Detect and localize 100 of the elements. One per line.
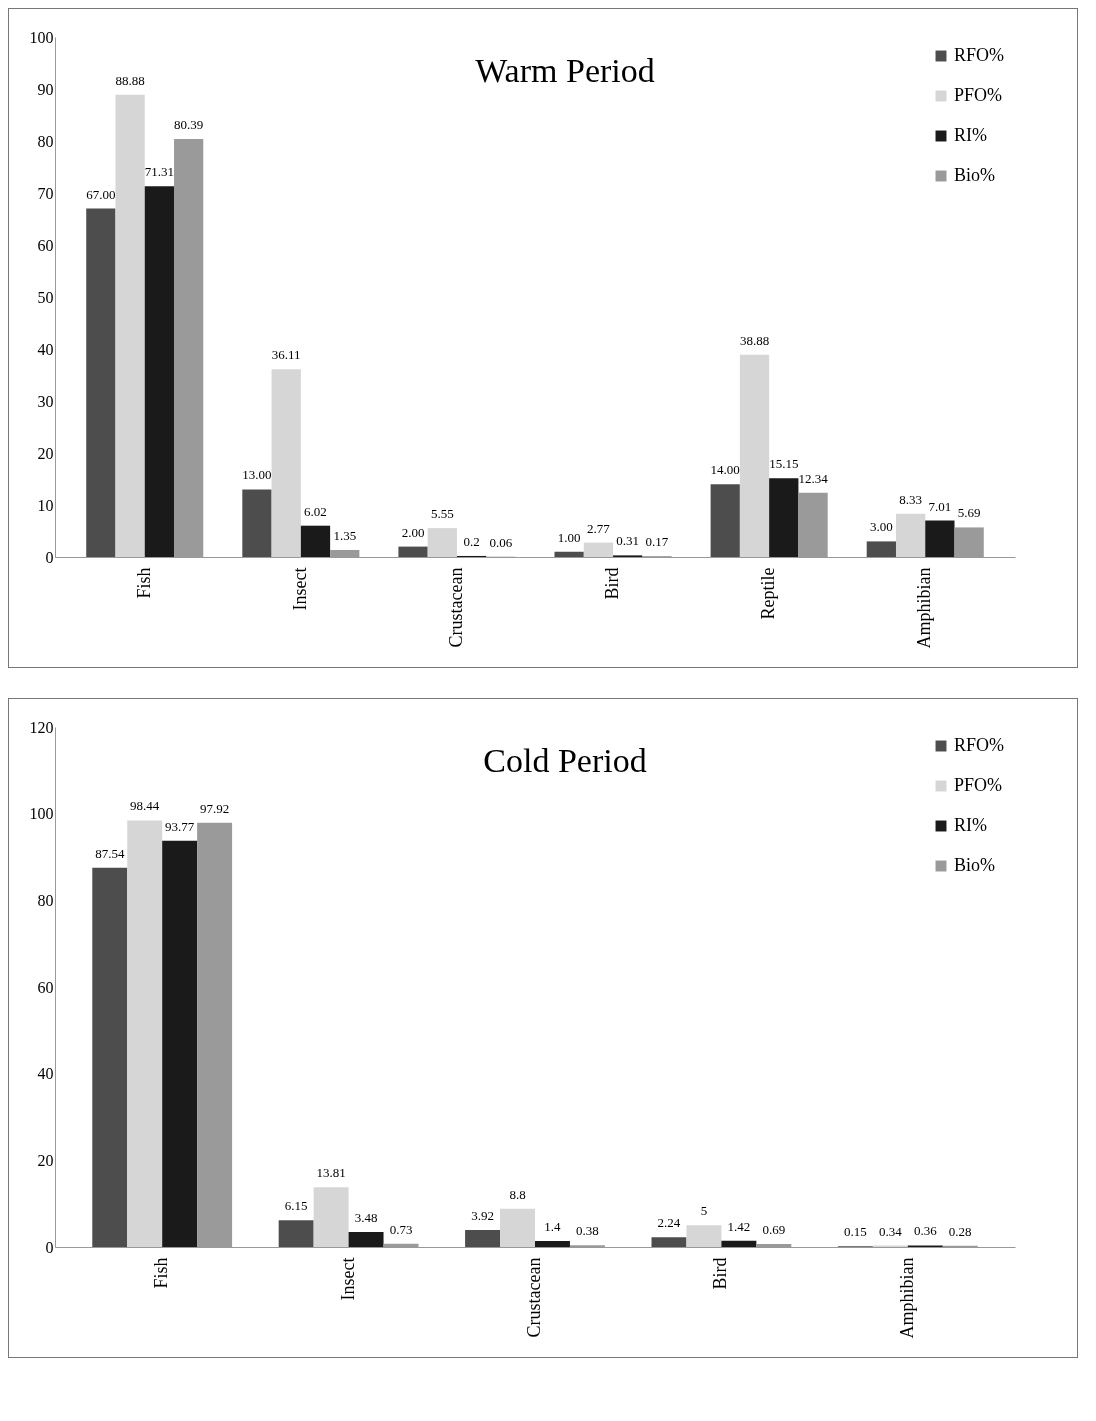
legend-label: PFO% xyxy=(954,85,1003,105)
data-label: 6.02 xyxy=(304,503,327,519)
data-label: 71.31 xyxy=(144,164,175,180)
data-label: 3.48 xyxy=(354,1209,378,1225)
data-label: 0.73 xyxy=(389,1221,413,1237)
x-tick-label: Crustacean xyxy=(445,567,466,648)
legend-label: RFO% xyxy=(954,45,1005,65)
bar xyxy=(271,369,301,557)
legend-label: RFO% xyxy=(954,735,1005,755)
data-label: 5 xyxy=(700,1203,708,1219)
data-label: 97.92 xyxy=(199,800,230,816)
data-label: 38.88 xyxy=(739,332,770,348)
bar xyxy=(313,1187,349,1247)
bar xyxy=(535,1240,570,1247)
data-label: 1.4 xyxy=(544,1218,562,1234)
data-label: 0.69 xyxy=(762,1222,786,1238)
data-label: 0.34 xyxy=(878,1223,903,1239)
bar xyxy=(721,1240,757,1247)
data-label: 3.92 xyxy=(471,1208,494,1224)
bar xyxy=(866,541,896,557)
data-label: 88.88 xyxy=(115,72,145,88)
y-tick-label: 60 xyxy=(37,978,54,996)
data-label: 67.00 xyxy=(86,186,116,202)
bar xyxy=(739,354,770,557)
bar xyxy=(651,1237,687,1247)
y-tick-label: 80 xyxy=(37,132,54,150)
data-label: 0.06 xyxy=(489,534,513,550)
data-label: 5.55 xyxy=(430,506,454,522)
bar xyxy=(925,520,955,557)
bar xyxy=(144,186,175,557)
x-tick-label: Reptile xyxy=(758,567,779,620)
y-tick-label: 80 xyxy=(37,891,54,909)
legend-label: RI% xyxy=(954,125,987,145)
y-tick-label: 0 xyxy=(45,1238,54,1256)
bar xyxy=(500,1208,535,1247)
y-tick-label: 100 xyxy=(29,28,54,46)
y-tick-label: 50 xyxy=(37,288,54,306)
bar xyxy=(583,542,614,557)
y-tick-label: 0 xyxy=(45,548,54,566)
y-tick-label: 40 xyxy=(37,340,54,358)
bar xyxy=(242,489,272,557)
y-tick-label: 20 xyxy=(37,1151,54,1169)
data-label: 3.00 xyxy=(869,519,893,535)
y-tick-label: 100 xyxy=(29,805,54,823)
bar xyxy=(127,820,163,1247)
data-label: 8.33 xyxy=(899,491,922,507)
x-tick-label: Amphibian xyxy=(914,567,935,649)
data-label: 2.77 xyxy=(587,520,611,536)
data-label: 0.15 xyxy=(844,1224,867,1240)
y-tick-label: 70 xyxy=(37,184,54,202)
data-label: 93.77 xyxy=(165,818,195,834)
data-label: 0.2 xyxy=(463,533,480,549)
legend-label: PFO% xyxy=(954,775,1003,795)
data-label: 2.24 xyxy=(657,1215,681,1231)
y-tick-label: 90 xyxy=(37,80,54,98)
chart-title: Cold Period xyxy=(483,742,647,779)
x-tick-label: Crustacean xyxy=(524,1257,544,1338)
bar xyxy=(86,208,116,557)
x-tick-label: Insect xyxy=(289,567,310,611)
data-label: 8.8 xyxy=(509,1186,526,1202)
y-tick-label: 20 xyxy=(37,444,54,462)
data-label: 0.28 xyxy=(948,1223,972,1239)
legend-label: Bio% xyxy=(954,855,996,875)
data-label: 2.00 xyxy=(401,524,425,540)
bar xyxy=(554,551,584,557)
x-tick-label: Bird xyxy=(602,567,623,600)
bar xyxy=(115,94,145,557)
bar xyxy=(769,478,799,557)
bar xyxy=(348,1231,384,1247)
bar xyxy=(686,1225,722,1247)
data-label: 36.11 xyxy=(271,347,301,363)
data-label: 5.69 xyxy=(957,505,981,521)
x-tick-label: Insect xyxy=(337,1257,358,1301)
y-tick-label: 40 xyxy=(37,1065,54,1083)
data-label: 7.01 xyxy=(928,498,952,514)
x-tick-label: Bird xyxy=(710,1257,731,1290)
bar xyxy=(427,528,457,557)
data-label: 6.15 xyxy=(284,1198,308,1214)
bar xyxy=(895,513,926,557)
x-tick-label: Amphibian xyxy=(896,1257,917,1339)
data-label: 13.81 xyxy=(316,1165,346,1181)
data-label: 1.42 xyxy=(727,1218,751,1234)
data-label: 0.38 xyxy=(576,1223,599,1239)
data-label: 0.31 xyxy=(616,533,640,549)
bar xyxy=(710,484,740,557)
x-tick-label: Fish xyxy=(133,567,154,599)
y-tick-label: 60 xyxy=(37,236,54,254)
data-label: 0.36 xyxy=(913,1223,938,1239)
y-tick-label: 30 xyxy=(37,392,54,410)
data-label: 80.39 xyxy=(174,116,204,132)
bar xyxy=(92,867,128,1247)
bar xyxy=(278,1220,314,1247)
y-tick-label: 10 xyxy=(37,496,54,514)
bar xyxy=(162,840,198,1247)
data-label: 15.15 xyxy=(769,456,799,472)
data-label: 12.34 xyxy=(798,470,829,486)
data-label: 13.00 xyxy=(242,467,272,483)
y-tick-label: 120 xyxy=(29,718,54,736)
legend-label: Bio% xyxy=(954,165,996,185)
chart-title: Warm Period xyxy=(475,52,655,89)
